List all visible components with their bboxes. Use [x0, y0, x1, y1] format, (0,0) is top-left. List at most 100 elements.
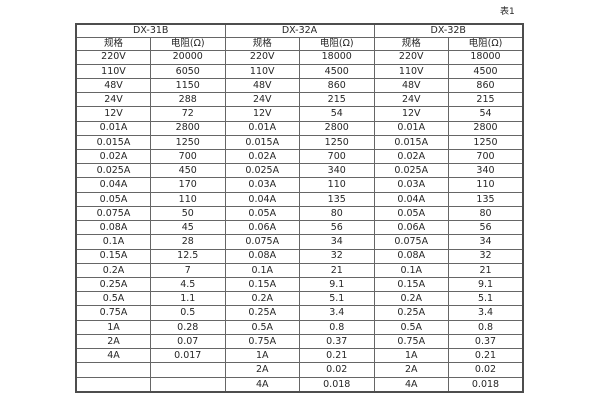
table-cell: 80 — [299, 205, 375, 222]
table-cell: 56 — [299, 220, 375, 236]
table-row: 12V 72 12V 54 12V 54 — [75, 106, 524, 122]
table-cell: 50 — [150, 205, 226, 222]
resistance-spec-table: DX-31B DX-32A DX-32B 规格 电阻(Ω) 规格 电阻(Ω) 规… — [75, 23, 524, 393]
table-cell: 0.37 — [299, 333, 375, 350]
table-cell: 288 — [150, 92, 226, 108]
table-cell: 2800 — [299, 120, 375, 136]
table-cell: 24V — [224, 92, 300, 108]
table-row: 0.015A 1250 0.015A 1250 0.015A 1250 — [75, 134, 524, 151]
table-cell: 2800 — [448, 120, 524, 136]
table-cell: 700 — [150, 149, 226, 165]
table-cell: 1A — [224, 348, 300, 364]
table-cell: 2A — [224, 362, 300, 378]
table-cell — [150, 376, 226, 393]
table-cell: 220V — [75, 49, 151, 65]
table-cell: 4A — [75, 348, 151, 364]
table-cell: 0.5A — [373, 319, 449, 335]
table-cell: 0.04A — [75, 177, 151, 193]
table-cell: 0.015A — [373, 134, 449, 151]
table-body: 220V 20000 220V 18000 220V 18000 110V 6050 110V 4… — [75, 49, 524, 393]
table-row: 48V 1150 48V 860 48V 860 — [75, 77, 524, 94]
table-cell: 12V — [373, 106, 449, 122]
table-row: 0.75A 0.5 0.25A 3.4 0.25A 3.4 — [75, 305, 524, 321]
table-cell: 24V — [75, 92, 151, 108]
table-cell: 1A — [373, 348, 449, 364]
table-cell: 0.5 — [150, 305, 226, 321]
table-cell: 0.05A — [224, 205, 300, 222]
table-cell — [75, 376, 151, 393]
table-cell: 0.02A — [75, 149, 151, 165]
table-cell: 0.017 — [150, 348, 226, 364]
table-cell: 80 — [448, 205, 524, 222]
table-cell: 0.05A — [75, 191, 151, 207]
table-cell: 4A — [224, 376, 300, 393]
table-cell: 12V — [75, 106, 151, 122]
column-header-row: 规格 电阻(Ω) 规格 电阻(Ω) 规格 电阻(Ω) — [75, 36, 524, 51]
table-cell: 0.08A — [373, 248, 449, 264]
table-cell: 21 — [299, 262, 375, 279]
table-cell: 0.015A — [224, 134, 300, 151]
table-cell: 0.15A — [75, 248, 151, 264]
table-cell: 0.01A — [224, 120, 300, 136]
table-cell: 215 — [448, 92, 524, 108]
table-cell: 4A — [373, 376, 449, 393]
table-row: 220V 20000 220V 18000 220V 18000 — [75, 49, 524, 65]
table-row: 0.02A 700 0.02A 700 0.02A 700 — [75, 149, 524, 165]
table-cell: 0.02 — [448, 362, 524, 378]
table-cell: 34 — [299, 234, 375, 250]
table-cell: 0.1A — [224, 262, 300, 279]
table-cell: 0.5A — [224, 319, 300, 335]
table-cell: 5.1 — [299, 291, 375, 307]
table-cell: 1250 — [448, 134, 524, 151]
table-cell: 3.4 — [299, 305, 375, 321]
table-cell: 32 — [299, 248, 375, 264]
table-cell: 48V — [224, 77, 300, 94]
table-cell: 0.075A — [373, 234, 449, 250]
table-header: DX-31B DX-32A DX-32B 规格 电阻(Ω) 规格 电阻(Ω) 规… — [75, 23, 524, 51]
table-cell: 0.075A — [224, 234, 300, 250]
table-cell: 9.1 — [299, 276, 375, 293]
table-cell: 110 — [299, 177, 375, 193]
table-cell: 2A — [373, 362, 449, 378]
column-header-resistance-dx32b: 电阻(Ω) — [448, 36, 524, 51]
model-header-dx32a: DX-32A — [224, 23, 375, 38]
table-cell: 18000 — [448, 49, 524, 65]
table-row: 4A 0.018 4A 0.018 — [75, 376, 524, 393]
table-cell: 0.5A — [75, 291, 151, 307]
table-cell: 48V — [373, 77, 449, 94]
table-cell: 0.21 — [448, 348, 524, 364]
table-row: 0.025A 450 0.025A 340 0.025A 340 — [75, 163, 524, 179]
table-row: 0.5A 1.1 0.2A 5.1 0.2A 5.1 — [75, 291, 524, 307]
column-header-spec-dx32b: 规格 — [373, 36, 449, 51]
table-caption: 表1 — [500, 7, 515, 17]
table-cell: 0.08A — [224, 248, 300, 264]
table-cell: 0.025A — [224, 163, 300, 179]
table-cell: 20000 — [150, 49, 226, 65]
table-cell: 4500 — [448, 63, 524, 79]
table-cell: 0.02 — [299, 362, 375, 378]
table-cell: 4500 — [299, 63, 375, 79]
table-row: 0.05A 110 0.04A 135 0.04A 135 — [75, 191, 524, 207]
table-row: 0.01A 2800 0.01A 2800 0.01A 2800 — [75, 120, 524, 136]
column-header-resistance-dx32a: 电阻(Ω) — [299, 36, 375, 51]
table-cell: 0.05A — [373, 205, 449, 222]
table-row: 0.1A 28 0.075A 34 0.075A 34 — [75, 234, 524, 250]
table-cell: 0.03A — [373, 177, 449, 193]
table-cell: 1150 — [150, 77, 226, 94]
table-cell: 1.1 — [150, 291, 226, 307]
table-cell: 0.018 — [448, 376, 524, 393]
table-row: 0.25A 4.5 0.15A 9.1 0.15A 9.1 — [75, 276, 524, 293]
table-row: 0.08A 45 0.06A 56 0.06A 56 — [75, 220, 524, 236]
table-cell: 54 — [448, 106, 524, 122]
table-cell: 0.01A — [373, 120, 449, 136]
model-header-row: DX-31B DX-32A DX-32B — [75, 23, 524, 38]
table-cell: 220V — [224, 49, 300, 65]
table-cell: 56 — [448, 220, 524, 236]
table-cell: 12.5 — [150, 248, 226, 264]
table-cell: 32 — [448, 248, 524, 264]
table-cell: 0.21 — [299, 348, 375, 364]
table-cell: 110V — [373, 63, 449, 79]
table-cell: 215 — [299, 92, 375, 108]
table-row: 0.15A 12.5 0.08A 32 0.08A 32 — [75, 248, 524, 264]
table-cell: 45 — [150, 220, 226, 236]
